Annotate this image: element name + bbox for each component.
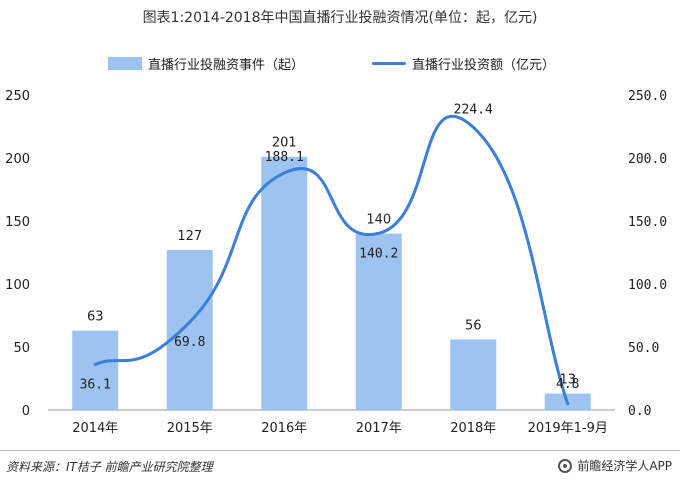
x-axis-tick-label: 2019年1-9月 [528, 421, 608, 436]
left-axis-tick-label: 100 [5, 278, 30, 293]
x-axis-tick-label: 2018年 [450, 421, 496, 436]
x-axis-tick-label: 2017年 [356, 421, 402, 436]
right-axis-tick-label: 250.0 [628, 89, 667, 104]
right-axis-tick-label: 200.0 [628, 152, 667, 167]
right-axis-tick-label: 100.0 [628, 278, 667, 293]
line-data-label: 36.1 [80, 378, 111, 393]
x-axis-tick-label: 2015年 [167, 421, 213, 436]
bar-data-label: 140 [366, 213, 391, 228]
legend-swatch-bar [108, 57, 142, 70]
left-axis-tick-label: 0 [22, 404, 30, 419]
chart-title: 图表1:2014-2018年中国直播行业投融资情况(单位：起，亿元) [142, 10, 538, 26]
brand: 前瞻经济学人APP [558, 457, 672, 474]
legend-item-line: 直播行业投资额（亿元） [372, 54, 555, 73]
line-data-label: 224.4 [454, 102, 493, 117]
left-axis-tick-label: 200 [5, 152, 30, 167]
legend-swatch-line [372, 62, 406, 65]
bar [261, 156, 308, 410]
x-axis-tick-label: 2016年 [261, 421, 307, 436]
source-note: 资料来源：IT桔子 前瞻产业研究院整理 [6, 460, 213, 474]
left-axis-tick-label: 50 [13, 341, 30, 356]
bar-data-label: 127 [177, 229, 202, 244]
combo-chart: 0 50 100 150 200 250 0.0 50.0 100.0 150.0 200.0 250… [5, 89, 667, 436]
brand-label: 前瞻经济学人APP [577, 459, 672, 473]
left-axis-tick-label: 250 [5, 89, 30, 104]
right-axis-tick-label: 150.0 [628, 215, 667, 230]
bar [166, 249, 213, 410]
brand-logo-icon [558, 458, 573, 473]
bar [72, 330, 119, 410]
bar-data-label: 13 [559, 373, 576, 388]
bar-data-label: 63 [87, 310, 104, 325]
line-data-label: 140.2 [359, 246, 398, 261]
legend-label-line: 直播行业投资额（亿元） [412, 58, 556, 73]
line-data-label: 69.8 [174, 335, 205, 350]
line-data-label: 4.8 [556, 377, 579, 392]
legend-label-bar: 直播行业投融资事件（起） [148, 58, 305, 73]
line-data-label: 188.1 [265, 150, 304, 165]
series-line [93, 115, 570, 406]
bar-data-label: 56 [465, 318, 482, 333]
right-axis-tick-label: 50.0 [628, 341, 659, 356]
x-axis-tick-label: 2014年 [72, 421, 118, 436]
footer-divider [0, 450, 680, 451]
legend-item-bar: 直播行业投融资事件（起） [108, 54, 304, 73]
bar [355, 233, 402, 410]
legend: 直播行业投融资事件（起） 直播行业投资额（亿元） [0, 54, 680, 74]
bar-data-label: 201 [272, 136, 297, 151]
bar [450, 339, 497, 410]
right-axis-tick-label: 0.0 [628, 404, 651, 419]
left-axis-tick-label: 150 [5, 215, 30, 230]
